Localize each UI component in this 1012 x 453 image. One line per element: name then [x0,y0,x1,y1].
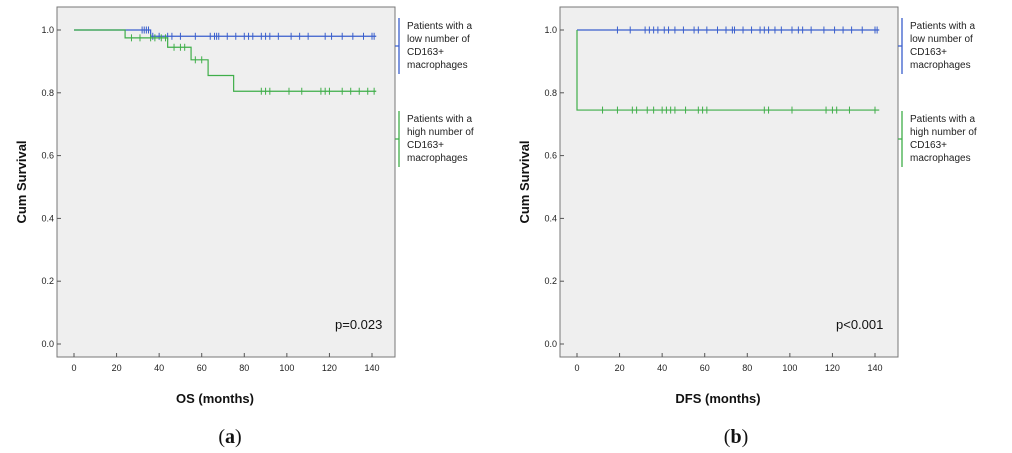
survival-curve-high-a [74,29,377,92]
axes-b: 0.0 0.2 0.4 0.6 0.8 1.0 0 20 40 60 80 100 120 140 [544,25,882,373]
x-axis-title-b: DFS (months) [675,391,760,406]
y-axis-title-b: Cum Survival [517,140,532,223]
legend-label-low-a: Patients with a low number of CD163+ macrop… [407,21,472,71]
x-tick-label-b-5: 100 [782,363,797,373]
y-tick-label-b-0: 0.0 [544,339,557,349]
x-tick-label-a-0: 0 [71,363,76,373]
x-tick-label-b-4: 80 [742,363,752,373]
legend-swatch-low-b [898,18,903,74]
survival-curve-high-b [576,30,880,111]
legend-swatch-high-b [898,111,903,167]
y-tick-label-b-3: 0.6 [544,151,557,161]
plot-area-b [559,6,899,358]
y-tick-label-a-4: 0.8 [41,88,54,98]
axes-a: 0.0 0.2 0.4 0.6 0.8 1.0 0 20 40 60 80 100 120 140 [41,25,379,373]
x-tick-label-a-6: 120 [322,363,337,373]
p-value-annotation-b: p<0.001 [836,317,883,332]
panel-label-a-letter: a [225,426,235,448]
panel-label-a: (a) [218,426,241,448]
x-tick-label-a-3: 60 [197,363,207,373]
plot-area-a [56,6,396,358]
y-tick-label-a-5: 1.0 [41,25,54,35]
y-tick-label-a-2: 0.4 [41,213,54,223]
x-tick-label-b-6: 120 [825,363,840,373]
panel-b: 0.0 0.2 0.4 0.6 0.8 1.0 0 20 40 60 80 100 120 140 Cum… [517,6,977,448]
legend-label-high-a: Patients with a high number of CD163+ macro… [407,114,474,164]
y-tick-label-b-5: 1.0 [544,25,557,35]
panel-label-b: (b) [724,426,748,448]
x-tick-label-a-1: 20 [112,363,122,373]
legend-label-low-b: Patients with a low number of CD163+ macrop… [910,21,975,71]
panel-a: 0.0 0.2 0.4 0.6 0.8 1.0 0 20 40 60 80 100 120 140 Cum… [14,6,474,448]
legend-swatch-low-a [395,18,400,74]
legend-label-high-b: Patients with a high number of CD163+ macro… [910,114,977,164]
x-tick-label-b-0: 0 [574,363,579,373]
y-tick-label-b-1: 0.2 [544,276,557,286]
x-tick-label-b-7: 140 [867,363,882,373]
x-tick-label-a-5: 100 [279,363,294,373]
y-axis-title-a: Cum Survival [14,140,29,223]
x-tick-label-a-4: 80 [239,363,249,373]
panel-label-b-letter: b [730,426,741,448]
y-tick-label-b-4: 0.8 [544,88,557,98]
x-tick-label-b-2: 40 [657,363,667,373]
x-tick-label-b-3: 60 [700,363,710,373]
legend-a: Patients with a low number of CD163+ macrop… [395,18,474,167]
x-tick-label-b-1: 20 [615,363,625,373]
series-group-a [74,26,377,95]
legend-swatch-high-a [395,111,400,167]
x-axis-title-a: OS (months) [176,391,254,406]
y-tick-label-a-0: 0.0 [41,339,54,349]
x-tick-label-a-7: 140 [364,363,379,373]
x-tick-label-a-2: 40 [154,363,164,373]
y-tick-label-a-1: 0.2 [41,276,54,286]
y-tick-label-a-3: 0.6 [41,151,54,161]
legend-b: Patients with a low number of CD163+ macrop… [898,18,977,167]
y-tick-label-b-2: 0.4 [544,213,557,223]
p-value-annotation-a: p=0.023 [335,317,382,332]
series-group-b [576,26,880,114]
